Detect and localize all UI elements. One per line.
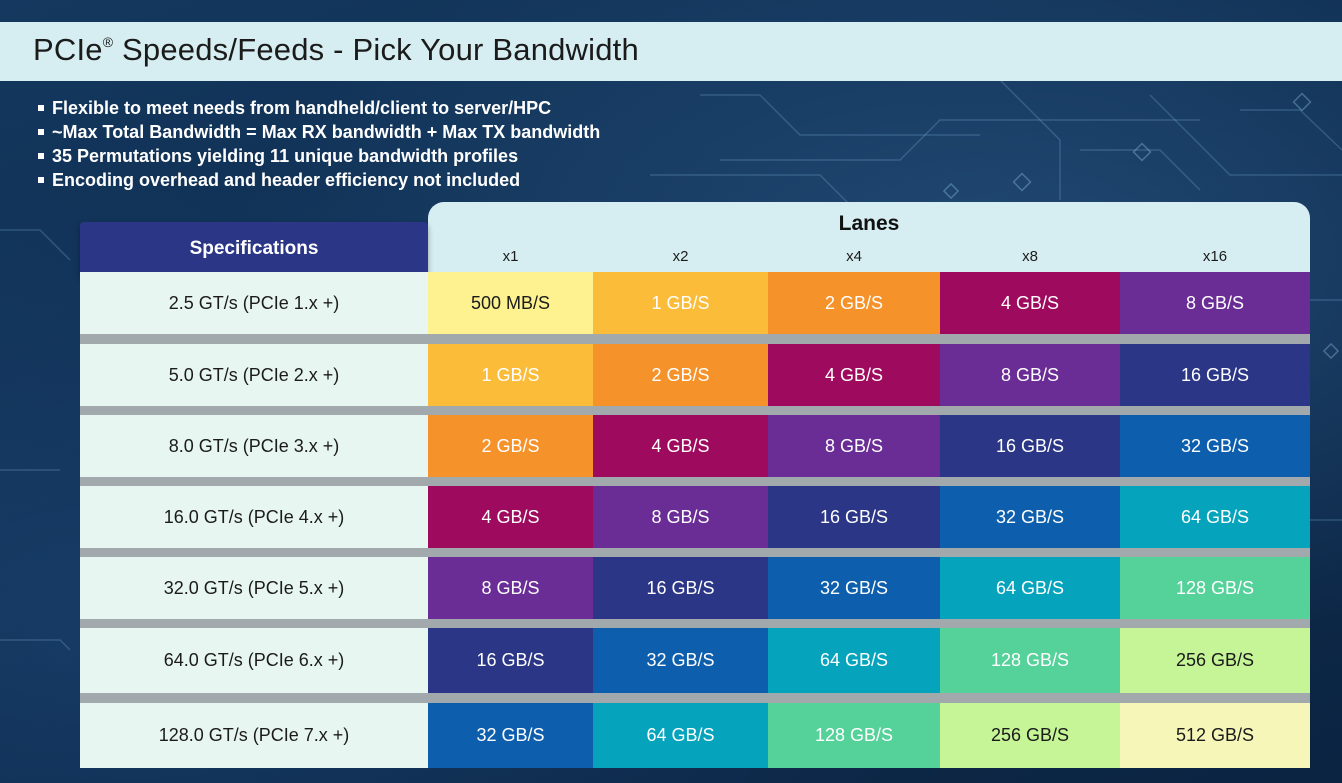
bandwidth-cell: 32 GB/S	[768, 557, 940, 619]
bandwidth-cell: 8 GB/S	[1120, 272, 1310, 334]
lane-label-x1: x1	[502, 248, 519, 265]
bullet-square-icon	[38, 153, 44, 159]
bandwidth-cell: 128 GB/S	[768, 703, 940, 768]
bandwidth-cell: 128 GB/S	[940, 628, 1120, 693]
bullet-square-icon	[38, 177, 44, 183]
bullet-item: Flexible to meet needs from handheld/cli…	[38, 96, 600, 120]
title-bar: PCIe® Speeds/Feeds - Pick Your Bandwidth	[0, 22, 1342, 81]
bandwidth-cell: 16 GB/S	[593, 557, 768, 619]
bandwidth-cell: 64 GB/S	[1120, 486, 1310, 548]
lane-label-x16: x16	[1202, 248, 1228, 265]
spec-cell: 128.0 GT/s (PCIe 7.x +)	[80, 703, 428, 768]
slide-title: PCIe® Speeds/Feeds - Pick Your Bandwidth	[33, 32, 639, 67]
bullet-square-icon	[38, 105, 44, 111]
lane-label-x8: x8	[1022, 248, 1038, 265]
spec-cell: 16.0 GT/s (PCIe 4.x +)	[80, 486, 428, 548]
bandwidth-cell: 16 GB/S	[768, 486, 940, 548]
bandwidth-cell: 8 GB/S	[768, 415, 940, 477]
bandwidth-cell: 2 GB/S	[593, 344, 768, 406]
bandwidth-cell: 2 GB/S	[768, 272, 940, 334]
specifications-header: Specifications	[80, 222, 428, 276]
bandwidth-cell: 1 GB/S	[593, 272, 768, 334]
spec-cell: 2.5 GT/s (PCIe 1.x +)	[80, 272, 428, 334]
bandwidth-cell: 8 GB/S	[593, 486, 768, 548]
lane-label-x2: x2	[672, 248, 689, 265]
bandwidth-cell: 32 GB/S	[593, 628, 768, 693]
bandwidth-cell: 32 GB/S	[428, 703, 593, 768]
bandwidth-cell: 256 GB/S	[940, 703, 1120, 768]
bullet-list: Flexible to meet needs from handheld/cli…	[38, 96, 600, 192]
bandwidth-cell: 2 GB/S	[428, 415, 593, 477]
bandwidth-cell: 500 MB/S	[428, 272, 593, 334]
bandwidth-cell: 4 GB/S	[593, 415, 768, 477]
spec-cell: 32.0 GT/s (PCIe 5.x +)	[80, 557, 428, 619]
bandwidth-cell: 32 GB/S	[1120, 415, 1310, 477]
bullet-item: ~Max Total Bandwidth = Max RX bandwidth …	[38, 120, 600, 144]
bandwidth-cell: 4 GB/S	[768, 344, 940, 406]
spec-cell: 8.0 GT/s (PCIe 3.x +)	[80, 415, 428, 477]
bullet-square-icon	[38, 129, 44, 135]
bullet-item: 35 Permutations yielding 11 unique bandw…	[38, 144, 600, 168]
spec-cell: 5.0 GT/s (PCIe 2.x +)	[80, 344, 428, 406]
bandwidth-cell: 256 GB/S	[1120, 628, 1310, 693]
bandwidth-cell: 64 GB/S	[940, 557, 1120, 619]
bandwidth-cell: 128 GB/S	[1120, 557, 1310, 619]
bandwidth-cell: 4 GB/S	[940, 272, 1120, 334]
bandwidth-cell: 4 GB/S	[428, 486, 593, 548]
bandwidth-cell: 16 GB/S	[1120, 344, 1310, 406]
spec-cell: 64.0 GT/s (PCIe 6.x +)	[80, 628, 428, 693]
bullet-item: Encoding overhead and header efficiency …	[38, 168, 600, 192]
bandwidth-cell: 64 GB/S	[593, 703, 768, 768]
bandwidth-cell: 16 GB/S	[428, 628, 593, 693]
bandwidth-cell: 16 GB/S	[940, 415, 1120, 477]
bandwidth-cell: 64 GB/S	[768, 628, 940, 693]
bandwidth-cell: 8 GB/S	[940, 344, 1120, 406]
bandwidth-cell: 512 GB/S	[1120, 703, 1310, 768]
lanes-title: Lanes	[838, 212, 900, 235]
bandwidth-cell: 32 GB/S	[940, 486, 1120, 548]
registered-mark: ®	[102, 34, 114, 50]
lane-label-x4: x4	[846, 248, 862, 265]
bandwidth-cell: 1 GB/S	[428, 344, 593, 406]
bandwidth-cell: 8 GB/S	[428, 557, 593, 619]
lanes-header-panel: Lanes x1 x2 x4 x8 x16	[428, 202, 1310, 282]
